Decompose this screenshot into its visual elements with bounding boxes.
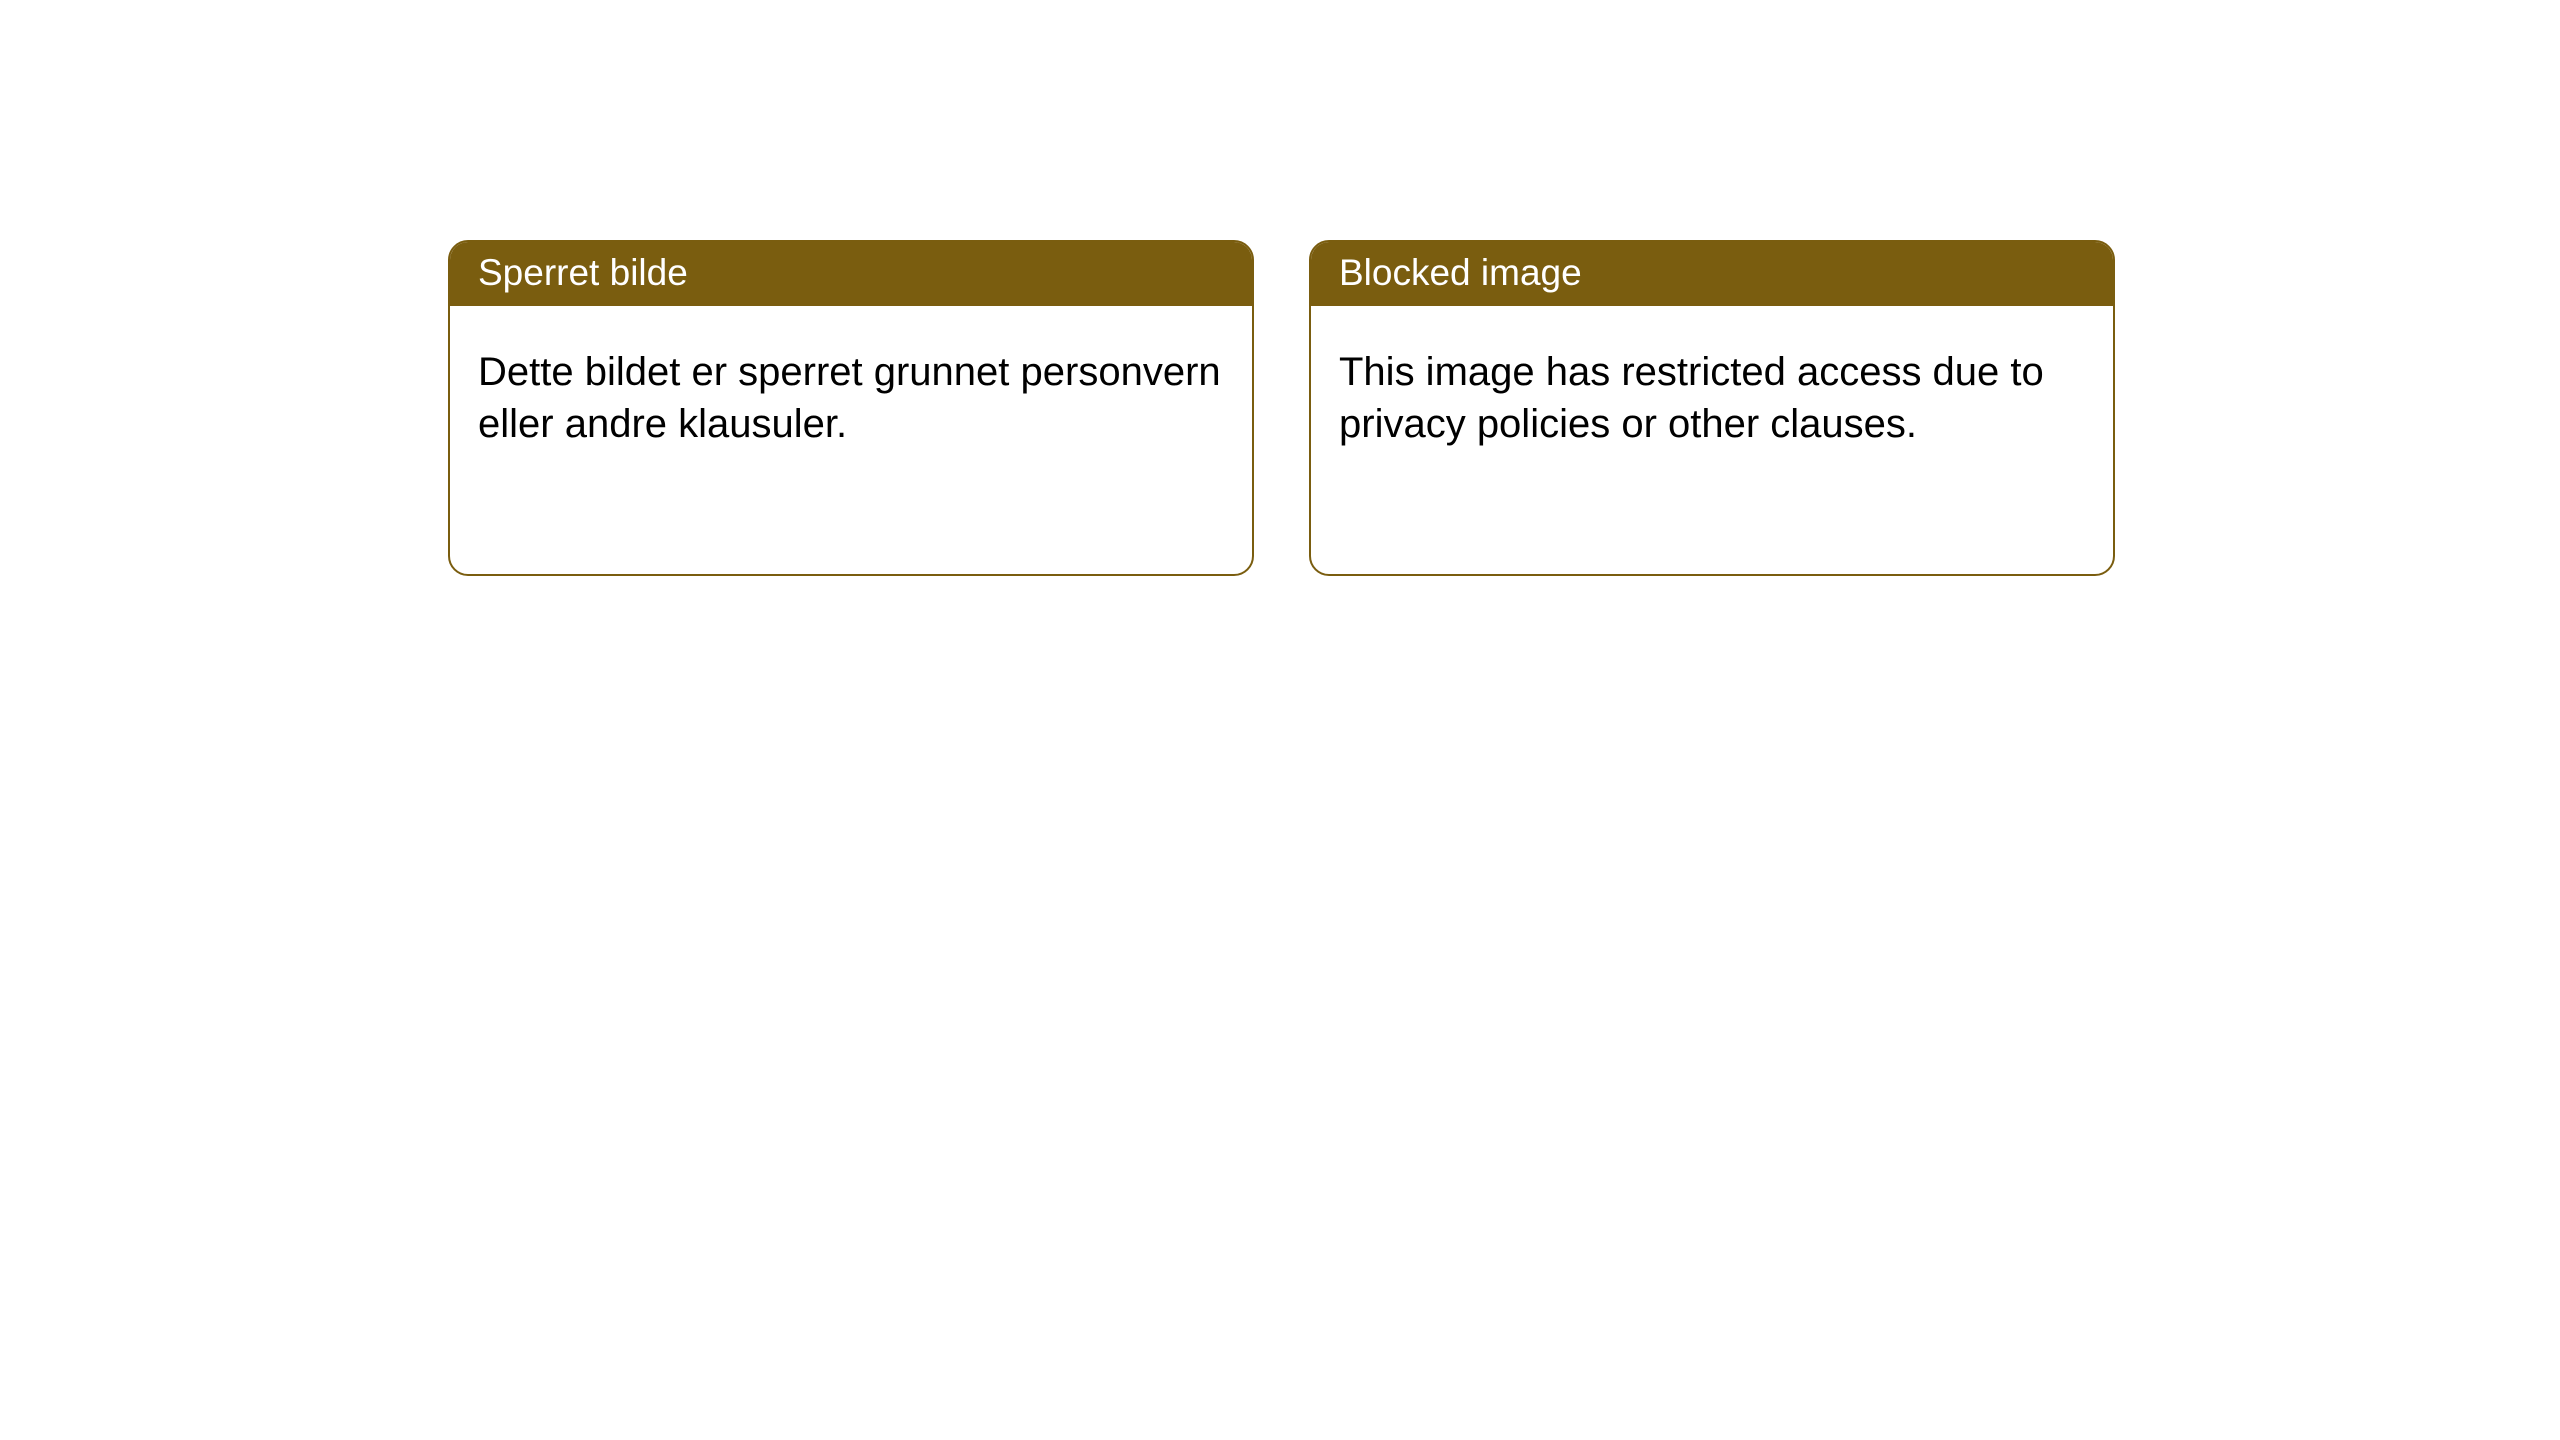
notice-card-norwegian: Sperret bilde Dette bildet er sperret gr… <box>448 240 1254 576</box>
notice-header-english: Blocked image <box>1311 242 2113 306</box>
notice-cards-container: Sperret bilde Dette bildet er sperret gr… <box>0 0 2560 576</box>
notice-header-norwegian: Sperret bilde <box>450 242 1252 306</box>
notice-body-english: This image has restricted access due to … <box>1311 306 2113 478</box>
notice-card-english: Blocked image This image has restricted … <box>1309 240 2115 576</box>
notice-body-norwegian: Dette bildet er sperret grunnet personve… <box>450 306 1252 478</box>
